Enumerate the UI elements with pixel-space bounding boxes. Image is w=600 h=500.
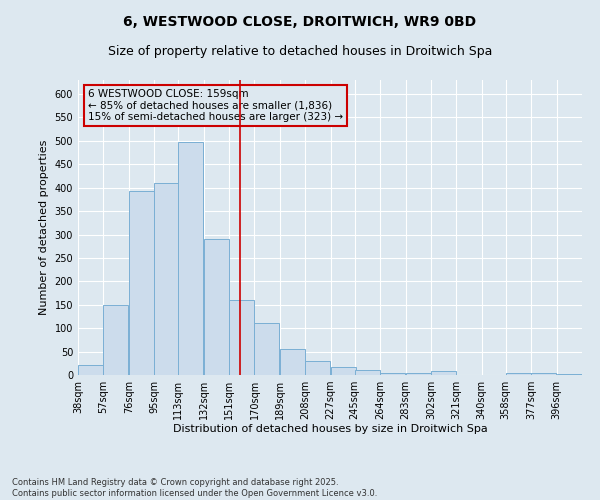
Text: Contains HM Land Registry data © Crown copyright and database right 2025.
Contai: Contains HM Land Registry data © Crown c…: [12, 478, 377, 498]
Text: Size of property relative to detached houses in Droitwich Spa: Size of property relative to detached ho…: [108, 45, 492, 58]
Bar: [531, 372, 556, 375]
Bar: [254, 324, 280, 375]
Bar: [331, 367, 356, 375]
Bar: [154, 183, 179, 375]
Bar: [406, 373, 431, 375]
X-axis label: Distribution of detached houses by size in Droitwich Spa: Distribution of detached houses by size …: [173, 424, 487, 434]
Bar: [305, 361, 330, 375]
Bar: [178, 142, 203, 375]
Y-axis label: Number of detached properties: Number of detached properties: [39, 140, 49, 315]
Text: 6 WESTWOOD CLOSE: 159sqm
← 85% of detached houses are smaller (1,836)
15% of sem: 6 WESTWOOD CLOSE: 159sqm ← 85% of detach…: [88, 89, 343, 122]
Bar: [129, 191, 154, 375]
Bar: [431, 372, 456, 375]
Text: 6, WESTWOOD CLOSE, DROITWICH, WR9 0BD: 6, WESTWOOD CLOSE, DROITWICH, WR9 0BD: [124, 15, 476, 29]
Bar: [78, 364, 103, 375]
Bar: [280, 349, 305, 375]
Bar: [355, 370, 380, 375]
Bar: [380, 372, 405, 375]
Bar: [506, 372, 531, 375]
Bar: [103, 305, 128, 375]
Bar: [557, 374, 581, 375]
Bar: [229, 300, 254, 375]
Bar: [203, 239, 229, 375]
